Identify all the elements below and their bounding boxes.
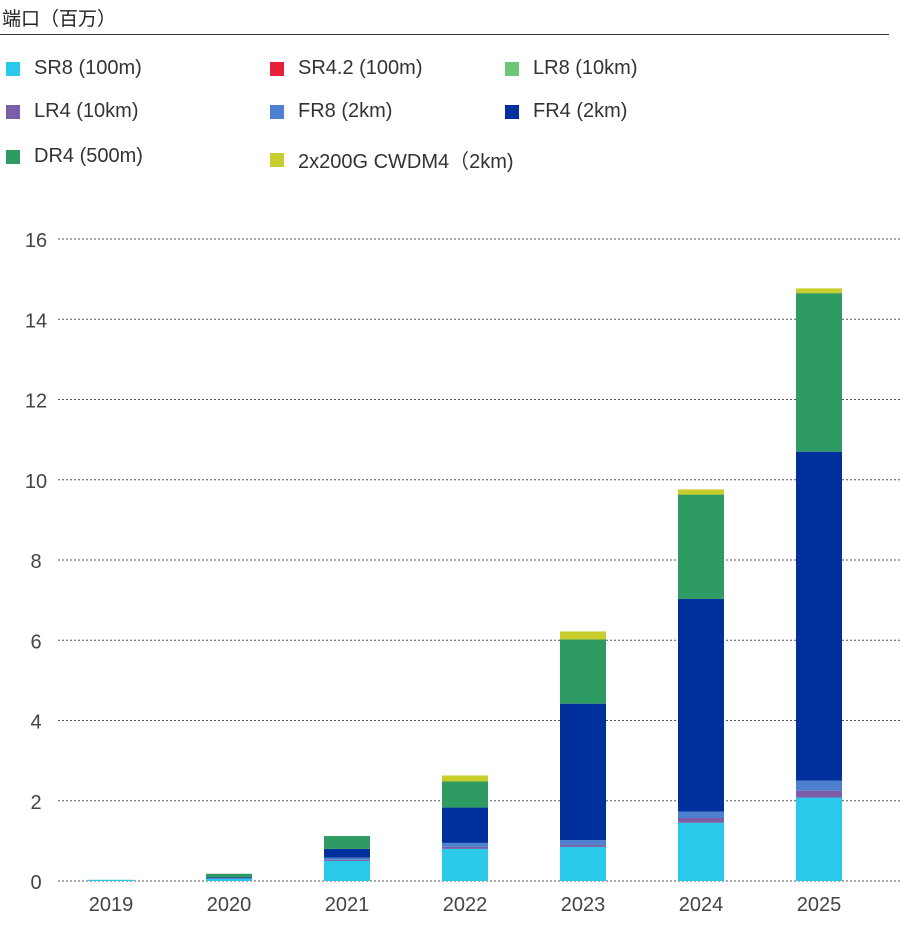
y-tick-label: 14 <box>25 310 47 332</box>
legend-swatch <box>505 61 519 76</box>
legend-swatch <box>270 104 284 119</box>
legend-item: LR4 (10km) <box>6 100 138 123</box>
bar-segment <box>678 811 724 819</box>
y-tick-label: 8 <box>30 551 41 573</box>
bar-segment <box>442 846 488 849</box>
legend-swatch <box>270 61 284 76</box>
bar-segment <box>442 781 488 808</box>
y-tick-label: 6 <box>30 631 41 653</box>
bar-segment <box>442 775 488 782</box>
bar-segment <box>678 818 724 823</box>
x-tick-label: 2021 <box>325 894 370 916</box>
bar-segment <box>796 780 842 791</box>
chart-title: 端口（百万） <box>2 9 117 30</box>
bar-segment <box>324 857 370 860</box>
legend-swatch <box>270 152 284 167</box>
bar-segment <box>796 288 842 294</box>
x-tick-label: 2022 <box>443 894 488 916</box>
y-tick-label: 10 <box>25 471 47 493</box>
bar-segment <box>324 848 370 858</box>
bar-segment <box>678 489 724 495</box>
bar-segment <box>324 860 370 881</box>
legend-swatch <box>505 104 519 119</box>
y-tick-label: 12 <box>25 391 47 413</box>
x-tick-label: 2024 <box>679 894 724 916</box>
x-tick-label: 2020 <box>207 894 252 916</box>
x-tick-label: 2019 <box>89 894 134 916</box>
legend-swatch <box>6 61 20 76</box>
legend-item: LR8 (10km) <box>505 57 637 80</box>
legend-label: SR4.2 (100m) <box>298 57 423 79</box>
y-tick-label: 16 <box>25 230 47 252</box>
bar-segment <box>560 846 606 881</box>
legend-label: LR4 (10km) <box>34 100 139 122</box>
bar-segment <box>796 797 842 881</box>
legend-swatch <box>6 149 20 164</box>
legend-label: FR8 (2km) <box>298 100 393 122</box>
bar-segment <box>796 451 842 781</box>
y-tick-label: 2 <box>30 792 41 814</box>
y-tick-label: 4 <box>30 712 41 734</box>
legend-item: 2x200G CWDM4（2km) <box>270 145 514 174</box>
bar-segment <box>560 631 606 640</box>
bar-segment <box>324 836 370 849</box>
bar-segment <box>442 807 488 843</box>
bar-segment <box>678 494 724 599</box>
bar-segment <box>206 873 252 878</box>
bar-segment <box>442 842 488 847</box>
x-tick-label: 2023 <box>561 894 606 916</box>
legend-label: DR4 (500m) <box>34 145 143 167</box>
bar-segment <box>560 840 606 845</box>
bar-segment <box>442 848 488 881</box>
bar-segment <box>560 639 606 704</box>
legend-label: FR4 (2km) <box>533 100 628 122</box>
title-divider <box>0 34 889 35</box>
legend-item: FR8 (2km) <box>270 100 392 123</box>
bar-segment <box>678 598 724 812</box>
bar-segment <box>206 878 252 879</box>
bar-segment <box>796 790 842 798</box>
legend-item: FR4 (2km) <box>505 100 627 123</box>
legend-swatch <box>6 104 20 119</box>
bar-segment <box>206 878 252 881</box>
bar-segment <box>560 844 606 847</box>
legend-label: 2x200G CWDM4（2km) <box>298 151 514 173</box>
bar-segment <box>206 877 252 879</box>
bar-segment <box>560 703 606 841</box>
legend-item: SR4.2 (100m) <box>270 57 423 80</box>
x-tick-label: 2025 <box>797 894 842 916</box>
bar-segment <box>324 859 370 861</box>
bar-segment <box>796 293 842 452</box>
bar-segment <box>678 822 724 881</box>
y-tick-label: 0 <box>30 872 41 894</box>
bar-segment <box>88 879 134 881</box>
legend-label: LR8 (10km) <box>533 57 638 79</box>
legend-label: SR8 (100m) <box>34 57 142 79</box>
legend-item: DR4 (500m) <box>6 145 143 168</box>
legend-item: SR8 (100m) <box>6 57 142 80</box>
